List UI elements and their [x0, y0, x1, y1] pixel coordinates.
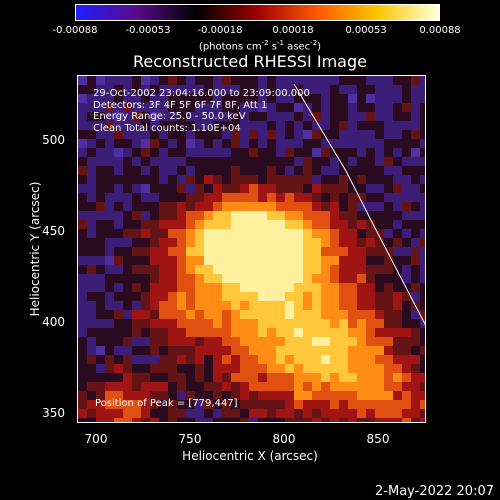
x-tick-label: 800	[272, 432, 296, 446]
time-range: 29-Oct-2002 23:04:16.000 to 23:09:00.000	[93, 88, 310, 99]
energy-range: Energy Range: 25.0 - 50.0 keV	[93, 111, 246, 122]
x-axis-title: Heliocentric X (arcsec)	[182, 449, 318, 463]
plot-timestamp: 2-May-2022 20:07	[375, 484, 494, 499]
plot-title: Reconstructed RHESSI Image	[133, 52, 367, 71]
solar-limb-line	[293, 83, 425, 326]
colorbar-tick-label: 0.00053	[345, 25, 387, 36]
peak-position: Position of Peak = [779,447]	[95, 398, 238, 409]
colorbar-tick-label: 0.00088	[419, 25, 461, 36]
image-canvas	[78, 76, 425, 422]
y-tick-label: 450	[42, 224, 65, 238]
x-tick-label: 850	[366, 432, 390, 446]
x-tick-label: 750	[178, 432, 202, 446]
x-tick-label: 700	[84, 432, 108, 446]
clean-counts: Clean Total counts: 1.10E+04	[93, 122, 241, 134]
observation-info: 29-Oct-2002 23:04:16.000 to 23:09:00.000…	[93, 88, 310, 134]
y-axis-title: Heliocentric Y (arcsec)	[28, 181, 42, 317]
colorbar	[75, 4, 440, 21]
detectors: Detectors: 3F 4F 5F 6F 7F 8F, Att 1	[93, 99, 268, 111]
rhessi-image	[77, 75, 426, 423]
y-tick-label: 350	[42, 406, 65, 420]
y-tick-label: 500	[42, 133, 65, 147]
colorbar-tick-label: -0.00018	[197, 25, 243, 36]
colorbar-tick-label: -0.00088	[52, 25, 98, 36]
colorbar-tick-label: -0.00053	[125, 25, 171, 36]
y-tick-label: 400	[42, 315, 65, 329]
colorbar-tick-label: 0.00018	[272, 25, 314, 36]
colorbar-unit: (photons cm-2 s-1 asec-2)	[198, 39, 322, 53]
